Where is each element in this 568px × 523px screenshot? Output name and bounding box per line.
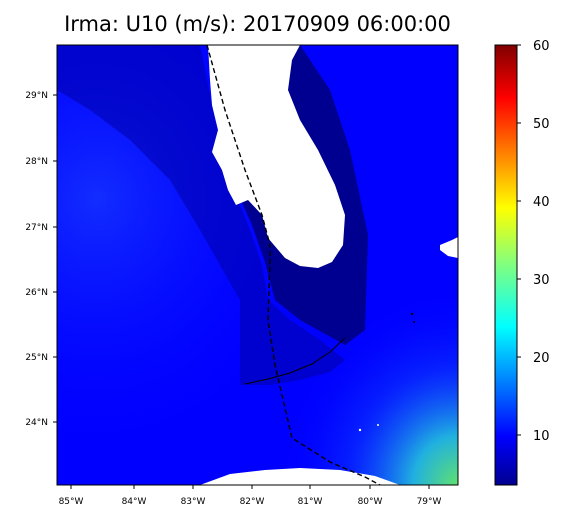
lon-label: 81°W [298,497,323,507]
lat-label: 27°N [25,223,48,233]
colorbar-tick-label: 60 [533,39,550,54]
lon-label: 84°W [122,497,147,507]
colorbar-tick-label: 40 [533,195,550,210]
lon-axis: 85°W 84°W 83°W 82°W 81°W 80°W 79°W [59,485,442,507]
lon-label: 82°W [240,497,265,507]
florida-keys [244,337,346,385]
map-area [57,45,458,485]
lon-label: 79°W [417,497,442,507]
lon-label: 83°W [181,497,206,507]
map-title: Irma: U10 (m/s): 20170909 06:00:00 [64,12,451,36]
colorbar-tick-label: 20 [533,351,550,366]
bahamas-land [440,237,458,258]
colorbar-tick-label: 30 [533,273,550,288]
colorbar-tick-label: 50 [533,117,550,132]
lat-label: 28°N [25,157,48,167]
lat-label: 26°N [25,288,48,298]
colorbar-gradient [494,44,518,486]
florida-land [208,45,345,268]
lat-label: 25°N [25,353,48,363]
colorbar-tick-label: 10 [533,429,550,444]
lat-label: 29°N [25,91,48,101]
lon-label: 80°W [358,497,383,507]
cuba-land [200,468,400,485]
lat-label: 24°N [25,418,48,428]
lon-label: 85°W [59,497,84,507]
map-frame [56,44,459,486]
storm-track [206,45,381,485]
lat-axis: 29°N 28°N 27°N 26°N 25°N 24°N [25,91,57,428]
colorbar: 10 20 30 40 50 60 [494,39,550,486]
